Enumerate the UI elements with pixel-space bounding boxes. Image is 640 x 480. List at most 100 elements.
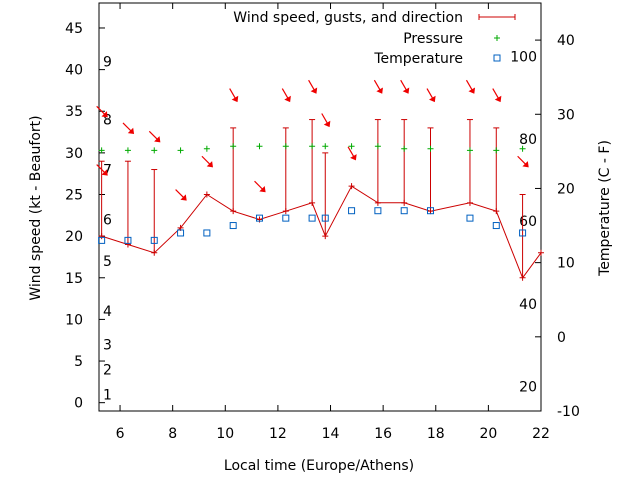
- arrow-shaft: [122, 122, 132, 132]
- pressure-point: [401, 145, 408, 152]
- wind-speed-point: [309, 199, 316, 206]
- wind-direction-arrow: [517, 155, 529, 168]
- temperature-point: [519, 229, 527, 237]
- arrow-shaft: [254, 180, 263, 190]
- pressure-point: [493, 147, 500, 154]
- x-tick-label: 20: [479, 426, 497, 442]
- wind-speed-point: [519, 274, 526, 281]
- x-tick-label: 16: [374, 426, 392, 442]
- fahrenheit-label: 100: [510, 49, 537, 65]
- pressure-point: [124, 147, 131, 154]
- fahrenheit-label: 80: [519, 132, 537, 148]
- wind-speed-point: [124, 241, 131, 248]
- pressure-point: [309, 143, 316, 150]
- pressure-point: [177, 147, 184, 154]
- arrow-head: [206, 161, 213, 168]
- x-tick-label: 8: [168, 426, 177, 442]
- wind-speed-point: [98, 233, 105, 240]
- temperature-point: [348, 207, 356, 215]
- beaufort-label: 8: [103, 113, 112, 129]
- fahrenheit-label: 40: [519, 297, 537, 313]
- wind-speed-line: [101, 185, 542, 279]
- arrow-head: [494, 95, 502, 103]
- wind-direction-arrow: [347, 146, 357, 161]
- pressure-point: [203, 145, 210, 152]
- legend-label-temperature: Temperature: [373, 51, 463, 67]
- arrow-head: [284, 95, 291, 103]
- y-tick-label: 10: [65, 312, 83, 328]
- y2-axis-title: Temperature (C - F): [597, 140, 613, 277]
- arrow-head: [231, 95, 239, 103]
- temperature-point: [308, 214, 316, 222]
- wind-speed-point: [203, 191, 210, 198]
- arrow-head: [402, 87, 410, 94]
- arrow-shaft: [426, 88, 434, 99]
- temperature-point: [150, 236, 158, 244]
- beaufort-label: 9: [103, 54, 112, 70]
- y-tick-label: 25: [65, 188, 83, 204]
- temperature-point: [374, 207, 382, 215]
- x-tick-label: 10: [216, 426, 234, 442]
- arrow-shaft: [308, 79, 315, 91]
- temperature-point: [492, 222, 500, 230]
- wind-speed-point: [466, 199, 473, 206]
- pressure-point: [374, 143, 381, 150]
- wind-direction-arrow: [96, 105, 108, 118]
- wind-speed-point: [230, 208, 237, 215]
- temperature-point: [255, 214, 263, 222]
- temperature-point: [203, 229, 211, 237]
- y2-tick-label: 10: [557, 256, 575, 272]
- arrow-shaft: [229, 88, 236, 99]
- temperature-point: [427, 207, 434, 215]
- plot-frame: [98, 2, 542, 412]
- x-tick-label: 12: [269, 426, 287, 442]
- wind-direction-arrow: [465, 79, 476, 94]
- y-tick-label: 45: [65, 21, 83, 37]
- x-tick-label: 6: [116, 426, 125, 442]
- fahrenheit-label: 60: [519, 214, 537, 230]
- arrow-shaft: [321, 113, 328, 124]
- y-tick-label: 35: [65, 104, 83, 120]
- wind-direction-arrow: [229, 88, 239, 103]
- y-tick-label: 15: [65, 271, 83, 287]
- arrow-shaft: [96, 105, 105, 115]
- x-axis-title: Local time (Europe/Athens): [224, 458, 414, 474]
- wind-direction-arrow: [281, 88, 291, 103]
- beaufort-label: 1: [103, 387, 112, 403]
- arrow-head: [376, 87, 383, 94]
- temperature-point: [282, 214, 290, 222]
- beaufort-label: 5: [103, 254, 112, 270]
- arrow-head: [180, 194, 187, 201]
- arrow-shaft: [148, 130, 158, 140]
- wind-direction-arrow: [308, 79, 318, 94]
- wind-speed-point: [282, 208, 289, 215]
- arrow-head: [323, 120, 331, 128]
- wind-speed-point: [151, 249, 158, 256]
- wind-direction-arrow: [254, 180, 266, 193]
- arrow-shaft: [465, 79, 473, 91]
- arrow-shaft: [517, 155, 526, 165]
- beaufort-label: 6: [103, 212, 112, 228]
- pressure-point: [98, 147, 105, 154]
- temperature-point: [466, 214, 474, 222]
- arrow-head: [101, 111, 108, 118]
- wind-speed-point: [493, 208, 500, 215]
- wind-direction-arrow: [321, 113, 331, 128]
- x-tick-label: 22: [532, 426, 550, 442]
- x-tick-label: 18: [427, 426, 445, 442]
- y-tick-label: 5: [74, 354, 83, 370]
- arrow-shaft: [373, 79, 381, 91]
- arrow-shaft: [492, 88, 499, 99]
- pressure-point: [348, 143, 355, 150]
- wind-direction-arrow: [426, 88, 436, 103]
- arrow-head: [259, 186, 266, 193]
- wind-speed-point: [348, 183, 355, 190]
- pressure-point: [519, 145, 526, 152]
- arrow-head: [101, 169, 108, 176]
- legend-symbol-pressure: [494, 35, 500, 41]
- temperature-point: [98, 236, 106, 244]
- wind-direction-arrow: [492, 88, 502, 103]
- y-axis-title: Wind speed (kt - Beaufort): [28, 115, 44, 300]
